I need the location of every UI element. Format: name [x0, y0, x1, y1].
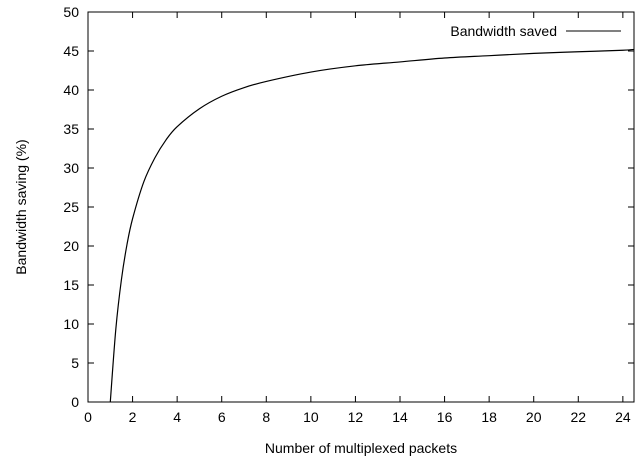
axis-ticks: [87, 11, 634, 403]
legend: Bandwidth saved: [450, 23, 621, 39]
series-line-0: [109, 48, 635, 403]
y-tick-label: 0: [71, 394, 79, 410]
x-tick-label: 12: [348, 409, 364, 425]
x-tick-label: 24: [615, 409, 631, 425]
y-tick-label: 45: [63, 43, 79, 59]
y-tick-label: 35: [63, 121, 79, 137]
y-tick-label: 50: [63, 4, 79, 20]
y-tick-label: 25: [63, 199, 79, 215]
series-group: [109, 48, 635, 403]
x-tick-label: 22: [570, 409, 586, 425]
y-axis-label: Bandwidth saving (%): [13, 139, 29, 274]
y-tick-label: 15: [63, 277, 79, 293]
plot-frame: [87, 11, 635, 403]
y-tick-label: 40: [63, 82, 79, 98]
x-tick-label: 16: [437, 409, 453, 425]
x-tick-label: 14: [392, 409, 408, 425]
axis-tick-labels: 0 2 4 6 8 10 12 14 16 18 20 22 240510152025303540455…: [63, 4, 630, 425]
x-tick-label: 2: [129, 409, 137, 425]
x-tick-label: 0: [84, 409, 92, 425]
x-tick-label: 8: [262, 409, 270, 425]
y-tick-label: 5: [71, 355, 79, 371]
x-tick-label: 6: [218, 409, 226, 425]
x-tick-label: 4: [173, 409, 181, 425]
x-tick-label: 18: [481, 409, 497, 425]
x-tick-label: 10: [303, 409, 319, 425]
legend-label: Bandwidth saved: [450, 23, 557, 39]
y-tick-label: 20: [63, 238, 79, 254]
x-axis-label: Number of multiplexed packets: [265, 440, 457, 456]
x-tick-label: 20: [526, 409, 542, 425]
y-tick-label: 10: [63, 316, 79, 332]
y-tick-label: 30: [63, 160, 79, 176]
